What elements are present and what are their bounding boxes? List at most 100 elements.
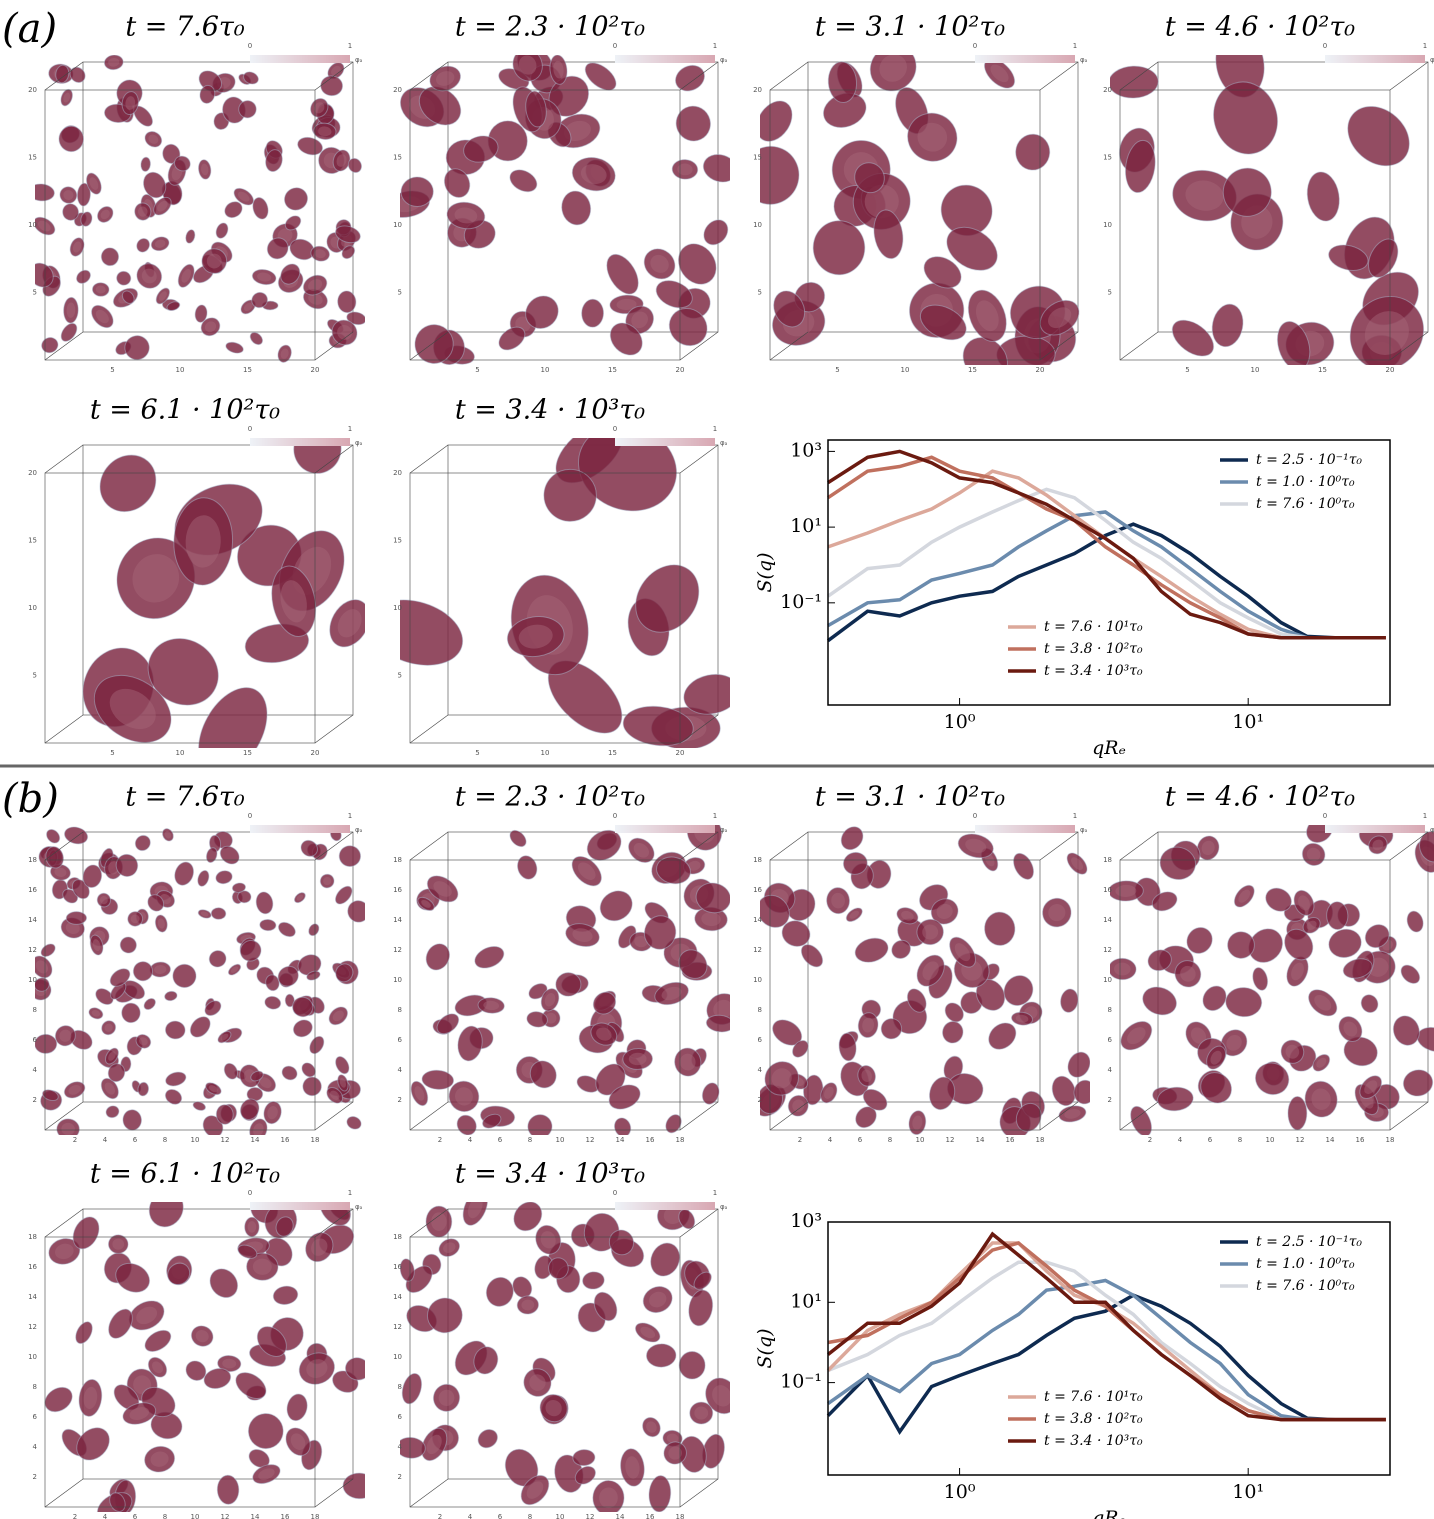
cube-tick-label: 4 <box>1108 1066 1113 1074</box>
y-axis-label: S(q) <box>754 1328 776 1368</box>
colorbar-tick: 0 <box>248 425 252 433</box>
droplet <box>143 1185 190 1233</box>
cube-tick-label: 20 <box>28 469 37 477</box>
droplet <box>337 290 357 313</box>
cube-tick-label: 12 <box>586 1136 595 1144</box>
cube-edge <box>1040 62 1078 90</box>
cube-tick-label: 20 <box>1103 86 1112 94</box>
cube-edge <box>410 445 448 473</box>
x-axis-label: qRₑ <box>1092 737 1126 759</box>
snapshot: 224466881010121214141616181801φₐt = 4.6 … <box>1103 782 1434 1145</box>
snapshot: 5510101515202001φₐt = 7.6τ₀ <box>25 12 368 375</box>
droplet <box>74 268 93 287</box>
cube-tick-label: 4 <box>33 1443 38 1451</box>
colorbar-tick: 1 <box>1073 812 1077 820</box>
panel-label: (a) <box>2 6 57 52</box>
colorbar-label: φₐ <box>355 56 363 64</box>
cube-edge <box>680 445 718 473</box>
droplet <box>1397 962 1423 987</box>
cube-tick-label: 18 <box>1103 856 1112 864</box>
cube-tick-label: 4 <box>103 1136 108 1144</box>
colorbar-tick: 1 <box>1073 42 1077 50</box>
colorbar <box>250 1202 350 1210</box>
x-tick-label: 10¹ <box>1232 1481 1264 1503</box>
droplet <box>646 1239 685 1281</box>
cube-tick-label: 18 <box>311 1136 320 1144</box>
colorbar-tick: 0 <box>973 42 977 50</box>
colorbar-tick: 0 <box>613 812 617 820</box>
droplet-core <box>431 1212 447 1231</box>
droplet <box>471 942 507 972</box>
blobs <box>408 809 745 1141</box>
droplet <box>581 299 604 327</box>
cube-tick-label: 4 <box>468 1513 473 1519</box>
cube-tick-label: 15 <box>393 537 402 545</box>
droplet-core <box>248 1221 257 1233</box>
legend-label: t = 2.5 · 10⁻¹τ₀ <box>1256 1234 1362 1250</box>
colorbar <box>615 438 715 446</box>
droplet <box>1209 301 1247 349</box>
droplet <box>343 1472 377 1499</box>
cube-tick-label: 4 <box>398 1066 403 1074</box>
cube-tick-label: 6 <box>498 1513 503 1519</box>
legend-label: t = 7.6 · 10⁰τ₀ <box>1256 496 1355 512</box>
droplet <box>58 126 84 152</box>
y-tick-label: 10¹ <box>790 1290 822 1312</box>
cube-tick-label: 16 <box>1006 1136 1015 1144</box>
cube-tick-label: 8 <box>758 1006 762 1014</box>
cube-edge <box>410 832 448 860</box>
cube-tick-label: 18 <box>1386 1136 1395 1144</box>
droplet <box>1225 986 1263 1017</box>
droplet <box>284 1392 309 1423</box>
colorbar-label: φₐ <box>1430 826 1434 834</box>
droplet <box>28 183 55 202</box>
cube-tick-label: 10 <box>176 749 185 757</box>
cube-tick-label: 8 <box>1238 1136 1242 1144</box>
droplet <box>66 912 86 925</box>
blobs <box>25 54 368 364</box>
colorbar-tick: 1 <box>348 812 352 820</box>
droplet <box>186 1013 214 1041</box>
droplet <box>736 140 805 210</box>
colorbar-tick: 1 <box>348 1189 352 1197</box>
snapshot-title: t = 4.6 · 10²τ₀ <box>1165 12 1355 43</box>
cube-tick-label: 4 <box>758 1066 763 1074</box>
colorbar-tick: 0 <box>248 42 252 50</box>
cube-tick-label: 14 <box>1103 916 1112 924</box>
cube-tick-label: 6 <box>1208 1136 1213 1144</box>
cube-tick-label: 5 <box>475 749 479 757</box>
cube-tick-label: 5 <box>398 289 402 297</box>
cube-tick-label: 10 <box>28 1353 37 1361</box>
y-tick-label: 10⁻¹ <box>780 1371 822 1393</box>
cube-tick-label: 10 <box>191 1136 200 1144</box>
cube-tick-label: 10 <box>753 976 762 984</box>
droplet <box>940 1019 965 1045</box>
snapshot: 224466881010121214141616181801φₐt = 6.1 … <box>28 1159 376 1519</box>
cube-tick-label: 6 <box>398 1036 403 1044</box>
droplet <box>211 907 226 919</box>
droplet <box>812 220 866 276</box>
cube-tick-label: 10 <box>393 1353 402 1361</box>
cube-tick-label: 15 <box>393 154 402 162</box>
colorbar <box>250 825 350 833</box>
droplet <box>63 825 90 847</box>
colorbar-label: φₐ <box>1080 826 1088 834</box>
droplet <box>1139 982 1181 1019</box>
cube-tick-label: 16 <box>753 886 762 894</box>
droplet <box>70 1421 116 1466</box>
cube-tick-label: 15 <box>608 749 617 757</box>
snapshot: 224466881010121214141616181801φₐt = 3.4 … <box>393 1159 744 1519</box>
y-tick-label: 10⁻¹ <box>780 591 822 613</box>
colorbar-tick: 1 <box>348 425 352 433</box>
droplet <box>291 1017 316 1040</box>
droplet <box>164 990 178 1001</box>
cube-tick-label: 20 <box>311 366 320 374</box>
droplet <box>247 1412 284 1449</box>
snapshot: 5510101515202001φₐt = 4.6 · 10²τ₀ <box>1103 12 1434 385</box>
droplet <box>307 1034 327 1056</box>
cube-tick-label: 16 <box>646 1136 655 1144</box>
cube-tick-label: 14 <box>28 1293 37 1301</box>
cube-tick-label: 5 <box>835 366 839 374</box>
cube-tick-label: 12 <box>1103 946 1112 954</box>
